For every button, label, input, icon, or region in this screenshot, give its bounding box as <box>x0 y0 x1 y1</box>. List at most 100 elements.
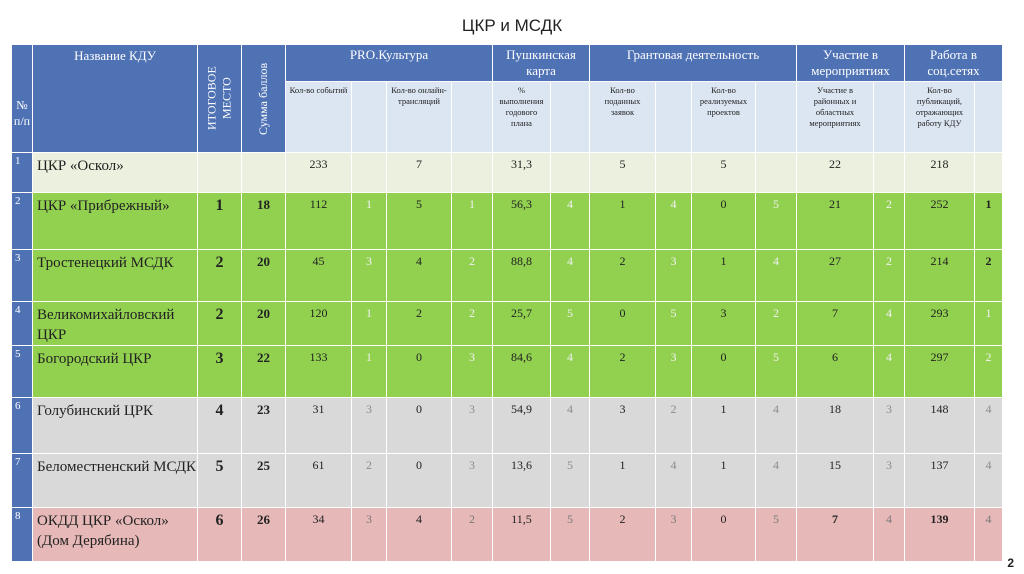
place-cell <box>198 153 242 193</box>
score-cell: 1 <box>352 193 387 250</box>
score-cell: 4 <box>656 193 692 250</box>
value-cell: 34 <box>286 508 352 562</box>
row-number-text: 8 <box>15 510 21 522</box>
header-sum: Сумма баллов <box>256 62 270 135</box>
value-cell: 214 <box>905 250 975 302</box>
score: 4 <box>567 197 573 211</box>
score-cell: 3 <box>352 250 387 302</box>
value-cell: 5 <box>692 153 756 193</box>
score-cell: 4 <box>656 454 692 508</box>
score-cell: 4 <box>551 398 590 454</box>
score: 3 <box>469 402 475 416</box>
value: 15 <box>829 458 841 472</box>
value-cell: 7 <box>797 508 874 562</box>
score: 1 <box>366 306 372 320</box>
value: 1 <box>619 197 626 211</box>
score-cell: 2 <box>452 250 493 302</box>
sum-cell: 22 <box>242 346 286 398</box>
score-cell: 2 <box>452 302 493 346</box>
header-cell: № п/п <box>12 45 33 153</box>
score-cell: 3 <box>656 250 692 302</box>
value-cell: 27 <box>797 250 874 302</box>
value-cell: 25,7 <box>493 302 551 346</box>
score-cell: 5 <box>551 302 590 346</box>
value-cell: 2 <box>590 250 656 302</box>
score-cell <box>656 153 692 193</box>
place: 5 <box>215 458 224 475</box>
sum: 22 <box>257 350 270 365</box>
value: 5 <box>619 157 626 171</box>
score-cell: 2 <box>656 398 692 454</box>
value-cell: 15 <box>797 454 874 508</box>
score-cell: 5 <box>756 508 797 562</box>
score: 4 <box>670 197 677 211</box>
kdu-name: Тростенецкий МСДК <box>37 255 174 271</box>
score-cell: 2 <box>874 193 905 250</box>
value: 3 <box>619 402 626 416</box>
score-cell: 3 <box>452 346 493 398</box>
sum: 26 <box>257 512 270 527</box>
value-cell: 218 <box>905 153 975 193</box>
place: 4 <box>215 402 224 419</box>
score-cell: 3 <box>452 398 493 454</box>
sum-cell: 18 <box>242 193 286 250</box>
score-cell: 1 <box>352 302 387 346</box>
score: 3 <box>670 512 677 526</box>
subheader-label: Кол-во поданных заявок <box>604 85 641 117</box>
score: 3 <box>886 402 892 416</box>
score-cell: 3 <box>352 398 387 454</box>
subheader-cell <box>975 82 1003 153</box>
page-number: 2 <box>1007 556 1014 570</box>
score-cell: 4 <box>975 508 1003 562</box>
value-cell: 0 <box>387 398 452 454</box>
value: 45 <box>312 254 325 268</box>
value-cell: 4 <box>387 250 452 302</box>
value-cell: 7 <box>387 153 452 193</box>
score: 1 <box>469 197 475 211</box>
value: 293 <box>930 306 949 320</box>
value: 233 <box>309 157 328 171</box>
score-cell <box>551 153 590 193</box>
subheader-cell <box>756 82 797 153</box>
score: 2 <box>366 458 372 472</box>
score: 2 <box>886 197 892 211</box>
score: 4 <box>670 458 677 472</box>
name-cell: ОКДД ЦКР «Оскол» (Дом Дерябина) <box>33 508 198 562</box>
value-cell: 88,8 <box>493 250 551 302</box>
header-group: Участие в мероприятиях <box>797 45 905 82</box>
value-cell: 2 <box>387 302 452 346</box>
value: 133 <box>309 350 328 364</box>
score-cell: 3 <box>352 508 387 562</box>
value-cell: 31,3 <box>493 153 551 193</box>
score: 3 <box>886 458 892 472</box>
kdu-name: ЦКР «Оскол» <box>37 158 124 174</box>
score-cell: 4 <box>756 250 797 302</box>
place-cell: 5 <box>198 454 242 508</box>
value: 148 <box>930 402 949 416</box>
score-cell: 5 <box>756 346 797 398</box>
score-cell: 1 <box>975 302 1003 346</box>
subheader-cell <box>452 82 493 153</box>
header-cell: Название КДУ <box>33 45 198 153</box>
sum-cell <box>242 153 286 193</box>
value: 1 <box>720 458 727 472</box>
value-cell: 2 <box>590 508 656 562</box>
value: 2 <box>619 254 626 268</box>
value: 7 <box>832 512 838 526</box>
kdu-name: Беломестненский МСДК <box>37 459 197 475</box>
value: 22 <box>829 157 841 171</box>
score-cell: 4 <box>551 250 590 302</box>
name-cell: Беломестненский МСДК <box>33 454 198 508</box>
score-cell: 3 <box>874 454 905 508</box>
place: 3 <box>215 350 224 367</box>
header-group: Грантовая деятельность <box>590 45 797 82</box>
score: 3 <box>670 254 677 268</box>
value-cell: 293 <box>905 302 975 346</box>
value: 13,6 <box>511 458 532 472</box>
score: 4 <box>886 350 892 364</box>
subheader-cell: Кол-во публикаций, отражающих работу КДУ <box>905 82 975 153</box>
value: 218 <box>930 157 949 171</box>
row-number-text: 2 <box>15 195 21 207</box>
place: 2 <box>215 306 224 323</box>
